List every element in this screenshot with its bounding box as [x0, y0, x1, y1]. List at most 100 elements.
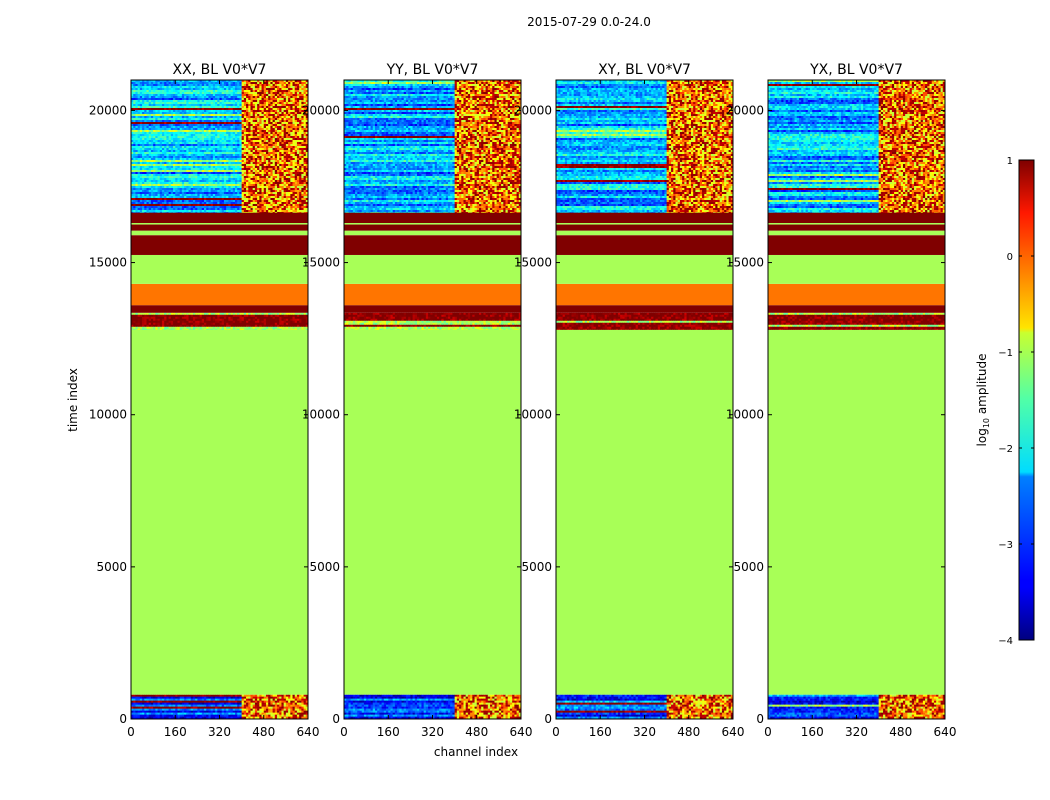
band-cell: [181, 326, 185, 330]
band-cell: [157, 324, 161, 328]
band-cell: [217, 706, 220, 709]
band-cell: [294, 88, 298, 91]
band-cell: [177, 710, 181, 713]
band-cell: [281, 326, 285, 330]
band-cell: [290, 120, 293, 123]
band-cell: [292, 130, 296, 133]
band-cell: [263, 112, 267, 115]
band-cell: [195, 134, 198, 137]
band-cell: [131, 88, 134, 91]
band-cell: [217, 700, 220, 703]
band-cell: [170, 148, 174, 151]
band-cell: [305, 142, 308, 145]
band-cell: [232, 96, 236, 99]
band-cell: [195, 322, 198, 326]
band-cell: [219, 706, 223, 709]
band-cell: [153, 114, 156, 117]
band-cell: [299, 88, 302, 91]
band-cell: [283, 98, 287, 101]
band-cell: [188, 94, 192, 97]
band-cell: [265, 100, 269, 103]
band-cell: [241, 130, 245, 133]
band-cell: [190, 318, 194, 322]
band-cell: [223, 324, 227, 328]
band-cell: [161, 82, 165, 85]
band-cell: [303, 324, 307, 328]
band-cell: [294, 94, 298, 97]
band-cell: [146, 156, 150, 159]
band-cell: [192, 126, 196, 129]
band-cell: [190, 110, 194, 113]
band-cell: [288, 90, 291, 93]
band-cell: [139, 140, 143, 143]
band-cell: [301, 124, 304, 127]
band-cell: [186, 154, 189, 157]
band-cell: [221, 102, 225, 105]
band-cell: [212, 82, 216, 85]
band-cell: [204, 86, 207, 89]
band-cell: [277, 114, 280, 117]
band-cell: [210, 716, 214, 719]
band-cell: [301, 148, 304, 151]
band-cell: [177, 328, 181, 330]
band-cell: [301, 144, 304, 147]
band-cell: [184, 714, 187, 717]
band-cell: [199, 328, 203, 330]
band-cell: [190, 80, 194, 83]
band-cell: [237, 92, 240, 95]
band-cell: [234, 314, 238, 318]
band-cell: [155, 112, 158, 115]
band-cell: [292, 150, 296, 153]
band-cell: [157, 702, 161, 705]
band-cell: [259, 132, 262, 135]
band-cell: [184, 160, 187, 163]
band-cell: [252, 704, 256, 707]
band-cell: [177, 148, 181, 151]
band-cell: [263, 110, 267, 113]
band-cell: [237, 88, 240, 91]
band-cell: [292, 108, 296, 111]
band-cell: [288, 322, 291, 326]
band-cell: [212, 126, 216, 129]
band-cell: [146, 160, 150, 163]
band-cell: [290, 154, 293, 157]
band-cell: [201, 324, 205, 328]
band-cell: [164, 108, 167, 111]
band-cell: [159, 328, 163, 330]
band-cell: [277, 116, 280, 119]
band-cell: [223, 120, 227, 123]
band-cell: [303, 114, 307, 117]
band-cell: [201, 90, 205, 93]
band-cell: [221, 712, 225, 715]
band-cell: [226, 156, 229, 159]
band-cell: [239, 80, 243, 83]
band-cell: [303, 320, 307, 324]
band-cell: [179, 716, 183, 719]
band-cell: [157, 94, 161, 97]
band-cell: [259, 704, 262, 707]
band-cell: [305, 708, 308, 711]
band-cell: [190, 104, 194, 107]
band-cell: [150, 100, 154, 103]
band-cell: [301, 156, 304, 159]
band-cell: [173, 318, 176, 322]
band-cell: [272, 142, 276, 145]
band-cell: [208, 704, 212, 707]
band-cell: [146, 136, 150, 139]
band-cell: [208, 126, 212, 129]
band-cell: [232, 702, 236, 705]
band-cell: [228, 114, 231, 117]
band-cell: [243, 316, 247, 320]
band-cell: [175, 694, 178, 697]
band-cell: [184, 130, 187, 133]
band-cell: [166, 156, 170, 159]
band-cell: [131, 324, 134, 328]
band-cell: [254, 714, 258, 717]
band-cell: [197, 312, 200, 316]
band-cell: [144, 108, 147, 111]
band-cell: [299, 712, 302, 715]
band-cell: [133, 318, 136, 322]
band-cell: [170, 314, 174, 318]
band-cell: [144, 702, 147, 705]
band-cell: [277, 144, 280, 147]
